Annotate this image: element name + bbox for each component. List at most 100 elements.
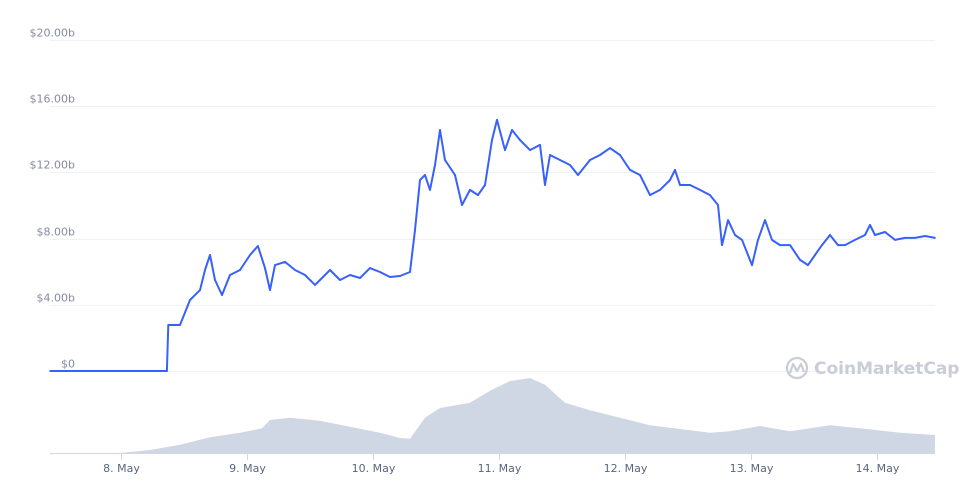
x-tick-label: 9. May	[229, 462, 266, 475]
data-point	[709, 194, 711, 197]
data-point	[844, 244, 846, 247]
y-tick-label: $4.00b	[37, 292, 75, 305]
data-point	[864, 234, 866, 236]
data-point	[359, 277, 361, 279]
data-point	[454, 174, 456, 176]
data-point	[429, 189, 431, 191]
data-point	[166, 370, 168, 372]
data-point	[549, 154, 551, 156]
y-tick-label: $16.00b	[30, 93, 75, 106]
data-point	[389, 276, 391, 278]
data-point	[239, 269, 241, 271]
data-point	[679, 184, 681, 186]
data-point	[314, 284, 316, 286]
grid-lines	[50, 40, 935, 372]
series-line	[50, 118, 936, 372]
data-point	[414, 229, 416, 231]
coinmarketcap-logo-icon	[785, 356, 809, 380]
data-point	[379, 271, 381, 273]
data-point	[529, 149, 531, 152]
data-point	[629, 169, 631, 171]
data-point	[689, 184, 691, 186]
data-point	[49, 370, 51, 372]
data-point	[284, 261, 286, 263]
data-point	[837, 244, 839, 247]
data-point	[569, 164, 571, 166]
data-point	[189, 299, 191, 301]
data-point	[477, 194, 479, 197]
watermark-logo: CoinMarketCap	[785, 356, 959, 380]
data-point	[496, 119, 498, 121]
data-point	[349, 274, 351, 276]
data-point	[717, 204, 719, 206]
data-point	[484, 184, 486, 186]
x-tick-label: 8. May	[103, 462, 140, 475]
data-point	[599, 154, 601, 156]
data-point	[934, 237, 936, 239]
data-point	[821, 244, 823, 247]
y-tick-label: $0	[61, 358, 75, 371]
data-point	[734, 234, 736, 236]
data-point	[399, 275, 401, 277]
data-point	[659, 189, 661, 191]
data-point	[751, 264, 753, 266]
x-tick-label: 12. May	[604, 462, 648, 475]
data-point	[807, 264, 809, 266]
data-point	[204, 269, 206, 271]
data-point	[757, 239, 759, 241]
data-point	[589, 159, 591, 161]
data-point	[699, 189, 701, 191]
data-point	[904, 237, 906, 239]
data-point	[257, 245, 259, 247]
data-point	[814, 254, 816, 256]
data-point	[221, 294, 223, 296]
data-point	[214, 279, 216, 281]
data-point	[924, 235, 926, 237]
coinmarketcap-logo-m	[788, 362, 806, 374]
price-line	[49, 118, 936, 372]
data-point	[469, 189, 471, 191]
x-tick-label: 13. May	[730, 462, 774, 475]
data-point	[491, 139, 493, 141]
data-point	[424, 174, 426, 176]
data-point	[339, 279, 341, 281]
data-point	[789, 244, 791, 247]
data-point	[649, 194, 651, 197]
watermark-text: CoinMarketCap	[814, 359, 959, 379]
data-point	[269, 289, 271, 291]
data-point	[559, 159, 561, 161]
data-point	[609, 147, 611, 150]
y-tick-label: $12.00b	[30, 159, 75, 172]
data-point	[304, 274, 306, 276]
x-axis: 8. May 9. May 10. May 11. May 12. May 13. May…	[103, 454, 900, 475]
data-point	[229, 274, 231, 276]
data-point	[461, 204, 463, 206]
y-tick-label: $20.00b	[30, 27, 75, 40]
data-point	[721, 244, 723, 247]
data-point	[167, 324, 170, 326]
data-point	[639, 174, 641, 176]
data-point	[209, 254, 211, 256]
data-point	[544, 184, 546, 186]
data-point	[914, 237, 916, 239]
x-tick-label: 11. May	[478, 462, 522, 475]
data-point	[779, 244, 781, 247]
data-point	[409, 271, 411, 273]
data-point	[619, 154, 621, 156]
data-point	[669, 179, 671, 181]
data-point	[264, 267, 266, 269]
data-point	[274, 264, 276, 266]
data-point	[249, 254, 251, 256]
data-point	[764, 219, 766, 222]
data-point	[869, 224, 871, 226]
data-point	[799, 259, 801, 261]
data-point	[199, 289, 201, 291]
data-point	[519, 139, 521, 141]
volume-area-shape	[50, 378, 936, 453]
data-point	[884, 231, 886, 233]
data-point	[727, 219, 729, 222]
volume-area	[50, 378, 936, 453]
data-point	[444, 159, 446, 161]
y-tick-label: $8.00b	[37, 226, 75, 239]
